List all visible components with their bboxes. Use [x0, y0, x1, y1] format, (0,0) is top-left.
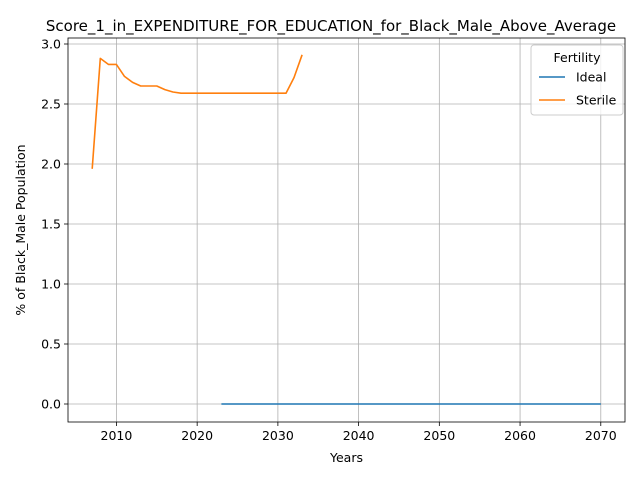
y-axis-label: % of Black_Male Population [13, 144, 28, 315]
chart-title: Score_1_in_EXPENDITURE_FOR_EDUCATION_for… [46, 17, 616, 36]
legend-box [530, 44, 624, 116]
x-tick-label: 2040 [343, 428, 375, 443]
series-lines [91, 54, 601, 405]
x-axis-label: Years [329, 450, 363, 465]
x-axis: 2010 2020 2030 2040 2050 2060 2070 [101, 422, 617, 443]
y-axis: 0.0 0.5 1.0 1.5 2.0 2.5 3.0 [41, 37, 68, 412]
x-tick-label: 2020 [181, 428, 213, 443]
plot-frame [67, 37, 626, 423]
y-tick-label: 2.0 [41, 157, 61, 172]
x-tick-label: 2060 [504, 428, 536, 443]
y-tick-label: 1.5 [41, 217, 61, 232]
series-line-sterile [91, 54, 303, 169]
y-tick-label: 1.0 [41, 277, 61, 292]
x-tick-label: 2050 [423, 428, 455, 443]
legend-label-ideal: Ideal [576, 70, 606, 85]
legend-title: Fertility [554, 50, 602, 65]
x-tick-label: 2070 [585, 428, 617, 443]
y-tick-label: 0.5 [41, 337, 61, 352]
y-tick-label: 0.0 [41, 397, 61, 412]
y-tick-label: 2.5 [41, 97, 61, 112]
legend-items: Ideal Sterile [539, 70, 617, 108]
legend-label-sterile: Sterile [576, 93, 617, 108]
x-tick-label: 2030 [262, 428, 294, 443]
legend: Fertility Ideal Sterile [530, 44, 624, 116]
x-tick-label: 2010 [101, 428, 133, 443]
y-tick-label: 3.0 [41, 37, 61, 52]
